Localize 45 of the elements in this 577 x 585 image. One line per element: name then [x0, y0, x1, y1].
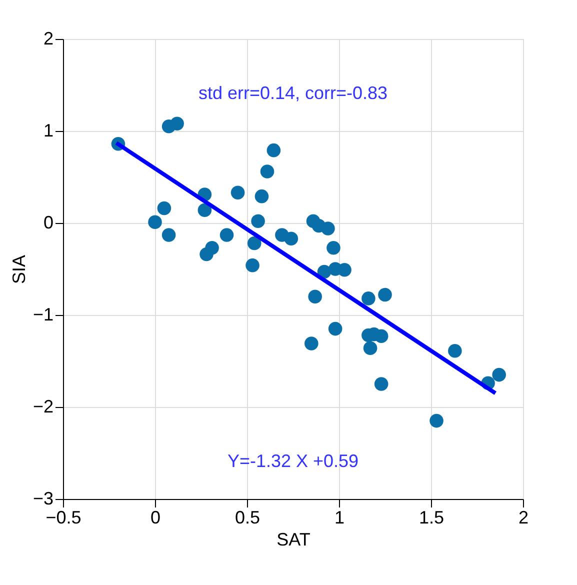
- point: [430, 414, 444, 428]
- point: [170, 116, 184, 131]
- point: [362, 292, 376, 306]
- point: [492, 368, 506, 382]
- x-tick-label: −0.5: [46, 508, 82, 528]
- x-tick-label: 0: [150, 508, 161, 528]
- y-tick-label: −1: [32, 304, 54, 324]
- point: [220, 228, 234, 242]
- annotation: std err=0.14, corr=-0.83: [198, 83, 388, 104]
- point: [363, 341, 378, 355]
- point: [448, 344, 462, 358]
- point: [162, 228, 176, 242]
- point: [374, 329, 388, 344]
- point: [284, 232, 298, 246]
- y-tick-label: −2: [32, 396, 54, 416]
- x-tick-label: 1: [334, 508, 345, 528]
- x-tick-label: 0.5: [234, 508, 260, 528]
- point: [251, 214, 265, 228]
- annotation: Y=-1.32 X +0.59: [227, 451, 359, 472]
- y-tick-label: 0: [43, 212, 54, 232]
- y-tick-label: 2: [43, 28, 54, 48]
- point: [328, 322, 342, 336]
- point: [266, 143, 281, 158]
- point: [260, 164, 274, 178]
- point: [198, 203, 212, 217]
- x-tick-label: 1.5: [418, 508, 444, 528]
- point: [157, 201, 172, 216]
- point: [378, 288, 392, 302]
- point: [148, 215, 162, 229]
- point: [246, 258, 260, 272]
- point: [308, 290, 322, 304]
- point: [254, 189, 269, 204]
- x-tick-label: 2: [518, 508, 529, 528]
- point: [247, 236, 262, 250]
- point: [321, 222, 335, 236]
- y-tick-label: 1: [43, 120, 54, 140]
- point: [374, 377, 388, 391]
- point: [304, 336, 318, 350]
- point: [338, 263, 352, 277]
- point: [326, 240, 340, 255]
- y-axis-title: SIA: [8, 254, 29, 284]
- y-tick-label: −3: [32, 488, 54, 508]
- point: [200, 247, 214, 262]
- x-axis-title: SAT: [276, 530, 310, 550]
- point: [230, 186, 245, 200]
